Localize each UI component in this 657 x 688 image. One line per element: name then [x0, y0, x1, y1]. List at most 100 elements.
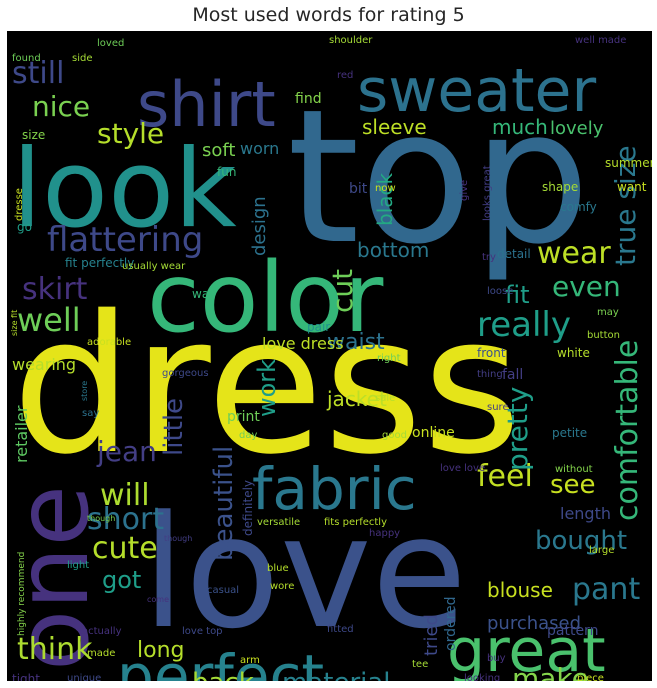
word-little: little [159, 398, 189, 456]
word-top: top [287, 69, 590, 285]
word-got: got [102, 566, 141, 594]
word-waist: waist [327, 330, 385, 355]
word-happy: happy [369, 528, 400, 539]
word-long: long [137, 638, 184, 663]
word-may: may [597, 307, 619, 318]
word-love-dress: love dress [262, 334, 344, 353]
word-usually-wear: usually wear [122, 261, 186, 272]
word-retailer: retailer [12, 405, 31, 463]
word-purchased: purchased [487, 613, 581, 634]
word-cut: cut [326, 269, 359, 313]
word-jacket: jacket [326, 387, 387, 411]
word-tee: tee [412, 659, 428, 670]
word-see: see [550, 470, 596, 500]
word-sweater: sweater [357, 56, 596, 126]
word-summer: summer [605, 156, 652, 170]
word-buy: buy [487, 653, 506, 664]
word-fun: fun [217, 165, 236, 179]
word-cute: cute [92, 531, 158, 566]
word-definitely: definitely [241, 480, 255, 536]
word-looks-great: looks great [482, 165, 493, 221]
word-button: button [587, 330, 620, 341]
word-well-made: well made [575, 35, 626, 46]
word-day: day [239, 430, 257, 441]
word-adorable: adorable [87, 337, 131, 348]
word-flattering: flattering [47, 220, 203, 260]
word-worn: worn [240, 139, 279, 158]
cloud-background [7, 31, 652, 681]
word-size: size [22, 128, 45, 142]
word-fitted: fitted [327, 624, 354, 635]
word-piece: piece [577, 673, 604, 681]
word-work: work [253, 359, 281, 417]
word-want: want [617, 180, 647, 194]
word-now: now [375, 183, 396, 194]
word-loose: loose [487, 286, 513, 297]
word-cloud-panel: dress top love look color one fabric perfect gre… [7, 31, 652, 681]
word-comfortable: comfortable [610, 340, 645, 521]
word-good: good [382, 430, 407, 441]
word-looking: looking [464, 673, 500, 681]
word-fit-perfectly: fit perfectly [65, 256, 134, 270]
word-will: will [100, 478, 150, 513]
word-sleeve: sleeve [362, 115, 427, 139]
word-color: color [147, 242, 384, 354]
word-love: love [142, 482, 467, 663]
word-perfect: perfect [117, 642, 324, 681]
word-nice: nice [32, 90, 90, 123]
word-light: light [67, 560, 89, 571]
word-arm: arm [240, 655, 260, 666]
word-online: online [412, 425, 455, 441]
word-soft: soft [202, 140, 235, 161]
word-blue: blue [267, 563, 289, 574]
word-print: print [227, 409, 260, 425]
word-beautiful: beautiful [209, 446, 239, 561]
word-really: really [477, 305, 571, 345]
word-without: without [555, 464, 593, 475]
word-black: black [373, 172, 397, 226]
word-right: right [377, 353, 401, 364]
word-bit: bit [349, 181, 368, 197]
word-store: store [80, 381, 89, 401]
word-great: great [447, 616, 606, 681]
word-though: though [87, 514, 115, 523]
word-fabric: fabric [252, 455, 417, 523]
word-lovely: lovely [550, 118, 604, 139]
word-back: back [192, 668, 254, 681]
word-large: large [589, 545, 614, 556]
word-bottom: bottom [357, 238, 429, 262]
word-dress: dress [12, 275, 521, 496]
word-pant: pant [572, 572, 640, 607]
word-love-top: love top [182, 626, 223, 637]
word-gorgeous: gorgeous [162, 368, 209, 379]
chart-title: Most used words for rating 5 [192, 4, 465, 26]
word-love-love: love love [440, 463, 485, 474]
word-wearing: wearing [12, 355, 76, 374]
word-still: still [12, 56, 64, 91]
word-sale: sale [375, 393, 395, 404]
word-tried: tried [421, 614, 442, 656]
word-actually: actually [82, 626, 122, 637]
word-short: short [87, 502, 164, 537]
word-red: red [337, 70, 353, 81]
word-white: white [557, 346, 590, 360]
word-sure: sure [487, 402, 509, 413]
word-come: come [147, 595, 169, 604]
word-fall: fall [502, 367, 523, 383]
word-loved: loved [97, 38, 124, 49]
word-one: one [7, 485, 111, 671]
word-go: go [17, 220, 32, 234]
word-versatile: versatile [257, 517, 300, 528]
word-wear: wear [537, 236, 611, 271]
word-found: found [12, 53, 41, 64]
word-try: try [482, 252, 496, 263]
word-even: even [552, 270, 621, 303]
word-well: well [17, 301, 81, 339]
word-front: front [477, 346, 506, 360]
word-detail: detail [497, 247, 531, 261]
word-shoulder: shoulder [329, 35, 373, 46]
word-side: side [72, 53, 93, 64]
word-give: give [459, 180, 470, 201]
word-skirt: skirt [22, 272, 88, 307]
word-way: way [192, 287, 216, 301]
